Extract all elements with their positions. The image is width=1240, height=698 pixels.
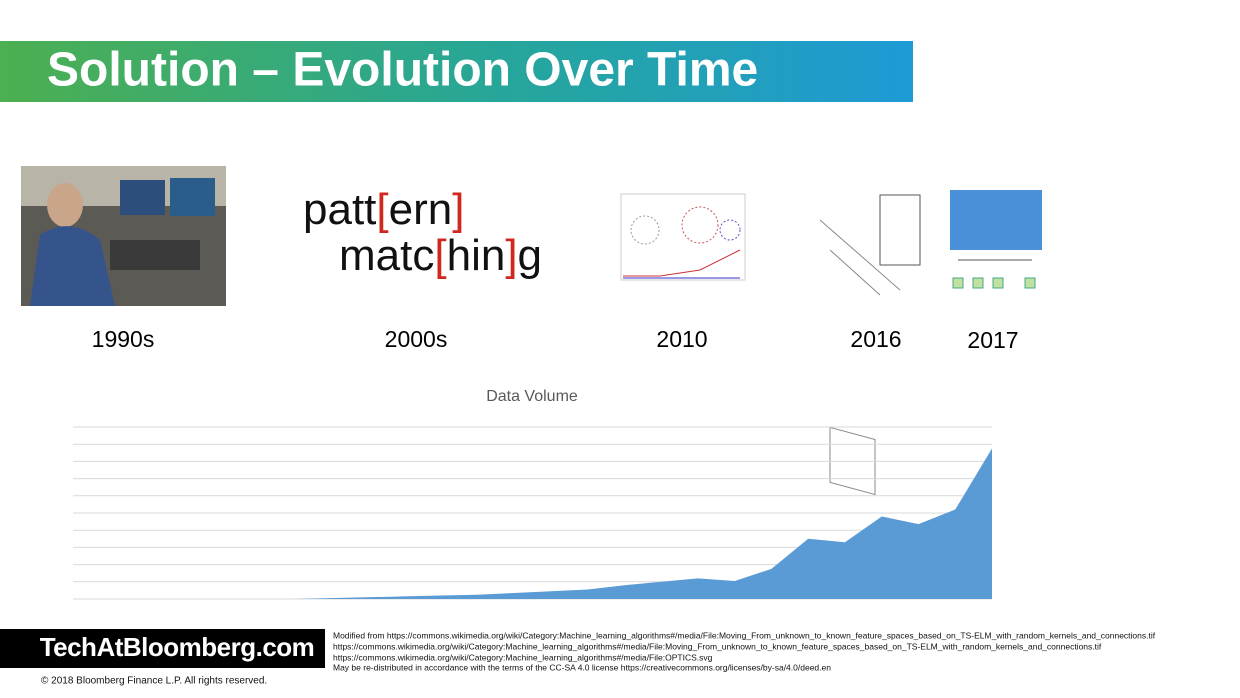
text-segment: g — [518, 231, 542, 280]
text-segment: ] — [505, 231, 517, 280]
logo: TechAtBloomberg.com — [40, 632, 315, 662]
credit: Modified from https://commons.wikimedia.… — [333, 630, 1156, 640]
era-label: 2016 — [850, 326, 901, 352]
copyright: © 2018 Bloomberg Finance L.P. All rights… — [41, 676, 267, 687]
era-label: 1990s — [92, 326, 155, 352]
text-segment: ern — [389, 185, 453, 234]
credit: https://commons.wikimedia.org/wiki/Categ… — [333, 641, 1102, 651]
chart-title: Data Volume — [486, 388, 578, 405]
text-segment: hin — [447, 231, 506, 280]
text-segment: patt — [303, 185, 376, 234]
clustering-figure — [620, 193, 746, 281]
era-label: 2000s — [385, 326, 448, 352]
credit: May be re-distributed in accordance with… — [333, 662, 831, 672]
era-label: 2017 — [967, 327, 1018, 353]
photo — [21, 166, 226, 306]
logo-bar — [0, 629, 325, 668]
area — [73, 448, 992, 599]
slide-title: Solution – Evolution Over Time — [47, 44, 758, 97]
feature-space-figure — [819, 194, 921, 496]
credit: https://commons.wikimedia.org/wiki/Categ… — [333, 652, 713, 662]
neural-net-figure — [950, 190, 1042, 289]
chart — [73, 426, 992, 600]
text-segment: [ — [376, 185, 388, 234]
era-label: 2010 — [656, 326, 707, 352]
text-segment: [ — [434, 231, 446, 280]
text-segment: ] — [452, 185, 464, 234]
text-segment: matc — [339, 231, 434, 280]
pattern-matching-text: patt[ern] matc[hin]g — [303, 185, 542, 280]
header-bar — [0, 41, 913, 102]
